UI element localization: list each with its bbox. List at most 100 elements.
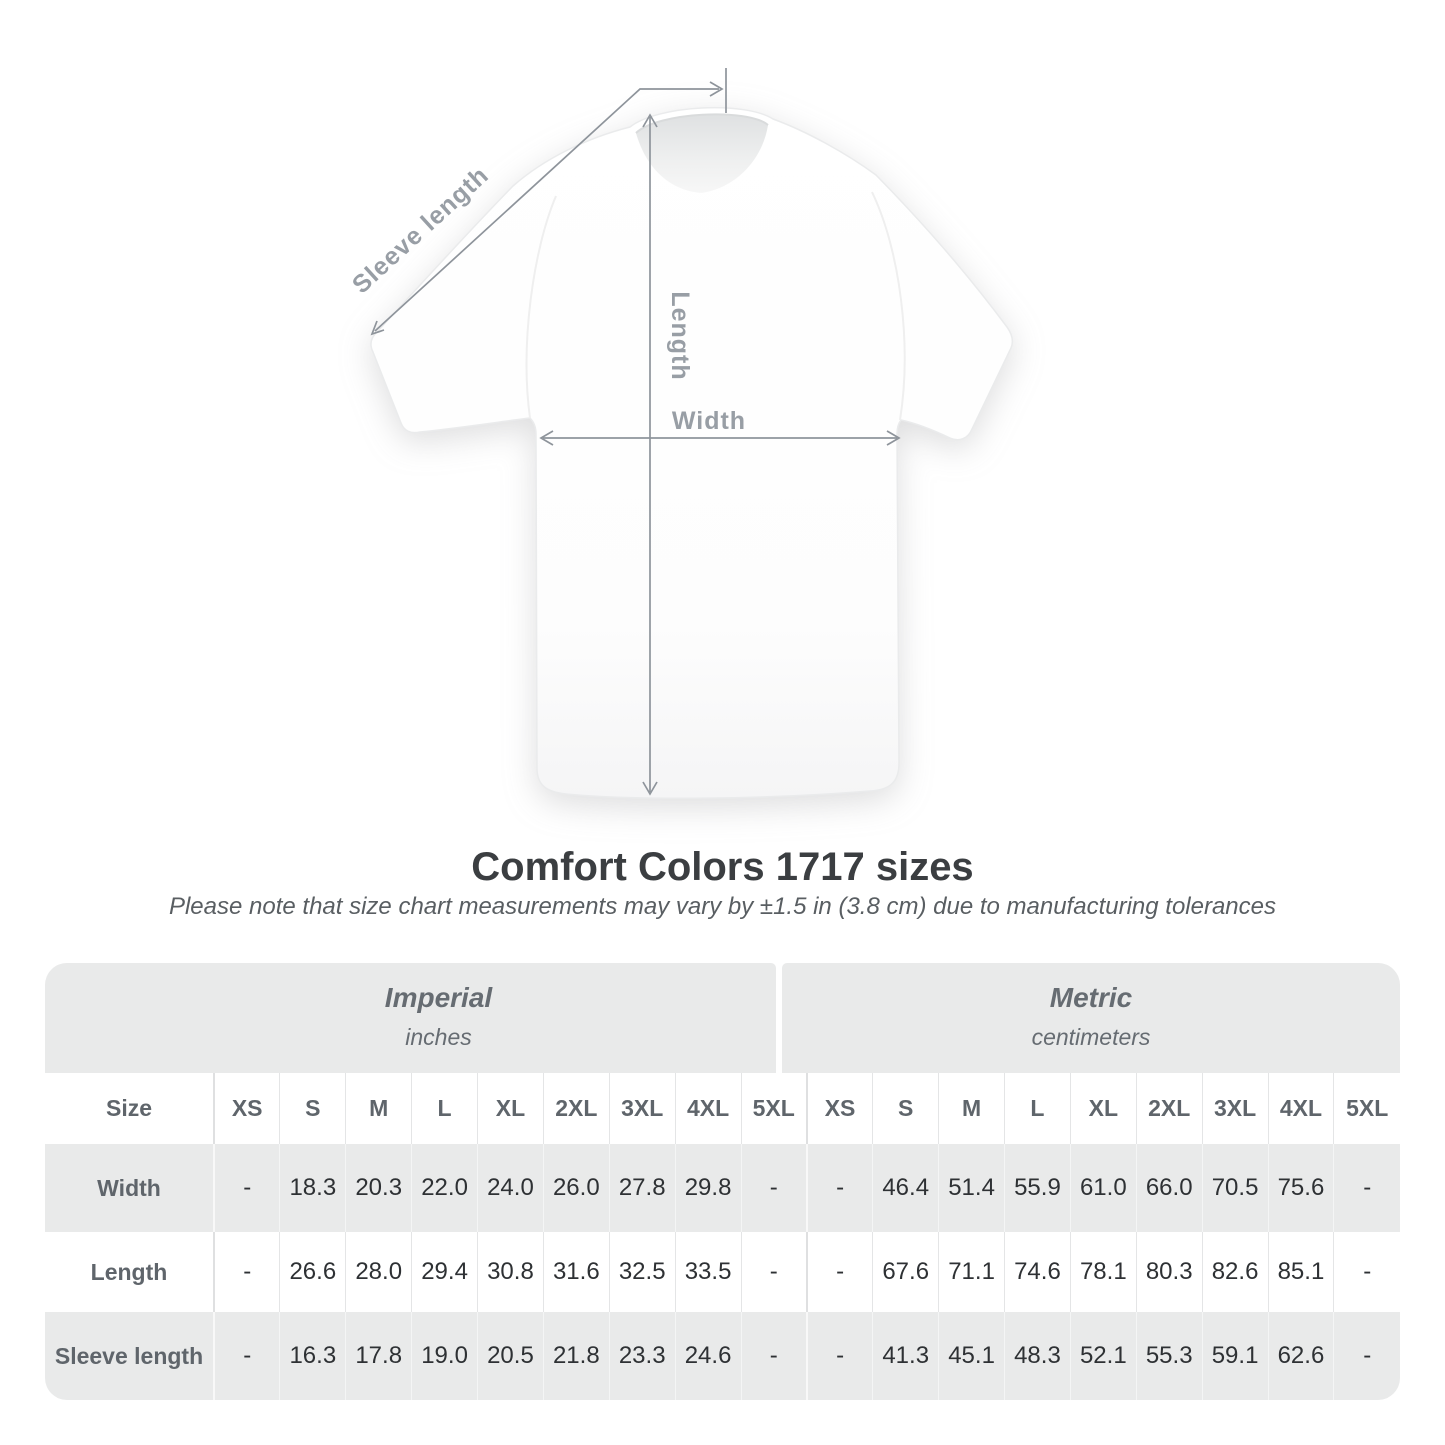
tshirt-collar-seam [635, 113, 769, 134]
row-label: Width [97, 1174, 161, 1201]
value-cell: - [740, 1144, 807, 1232]
size-col-header: XS [805, 1073, 873, 1144]
value-cell: 66.0 [1135, 1144, 1203, 1232]
value-cell: 78.1 [1069, 1232, 1137, 1312]
value-cell: 26.0 [542, 1144, 610, 1232]
value-cell: 80.3 [1135, 1232, 1203, 1312]
size-col-header: S [872, 1073, 939, 1144]
value-cell: 74.6 [1004, 1232, 1071, 1312]
size-chart-panel: Imperial inches Metric centimeters Size … [45, 963, 1400, 1400]
tolerance-note: Please note that size chart measurements… [168, 893, 1277, 920]
value-cell: 19.0 [411, 1312, 478, 1400]
value-cell: 20.5 [477, 1312, 544, 1400]
value-cell: 28.0 [345, 1232, 412, 1312]
value-cell: 48.3 [1004, 1312, 1071, 1400]
sleeve-length-arrowhead-right [709, 81, 724, 97]
size-table-wrap: Size XS S M L XL 2XL 3XL 4XL 5XL XS S M … [45, 1073, 1400, 1400]
row-label: Sleeve length [54, 1342, 204, 1369]
value-cell: - [740, 1312, 807, 1400]
value-cell: 23.3 [608, 1312, 676, 1400]
length-label: Length [666, 291, 694, 380]
width-label: Width [672, 407, 746, 435]
size-col-header: M [345, 1073, 412, 1144]
metric-header: Metric centimeters [782, 963, 1400, 1073]
sleeve-length-arrowhead-left [370, 320, 385, 336]
size-col-header: S [279, 1073, 346, 1144]
size-col-header: L [411, 1073, 478, 1144]
tshirt-right-armhole-seam [871, 191, 906, 421]
value-cell: 32.5 [608, 1232, 676, 1312]
value-cell: 27.8 [608, 1144, 676, 1232]
value-cell: 29.4 [411, 1232, 478, 1312]
value-cell: 29.8 [674, 1144, 741, 1232]
value-cell: - [805, 1312, 873, 1400]
size-col-header: XS [213, 1073, 280, 1144]
tshirt-neck-opening [636, 114, 768, 193]
size-col-header: 3XL [1201, 1073, 1268, 1144]
tshirt-silhouette [370, 106, 1014, 800]
value-cell: 20.3 [345, 1144, 412, 1232]
length-arrowhead-top [642, 113, 658, 128]
value-cell: 17.8 [345, 1312, 412, 1400]
value-cell: 31.6 [542, 1232, 610, 1312]
value-cell: 45.1 [938, 1312, 1005, 1400]
metric-label: Metric [1049, 982, 1133, 1013]
sleeve-length-row: Sleeve length - 16.3 17.8 19.0 20.5 21.8… [45, 1312, 1400, 1400]
value-cell: 24.0 [477, 1144, 544, 1232]
sleeve-length-line [374, 88, 719, 332]
value-cell: 21.8 [542, 1312, 610, 1400]
value-cell: - [1333, 1232, 1400, 1312]
size-header-row: Size XS S M L XL 2XL 3XL 4XL 5XL XS S M … [45, 1073, 1400, 1144]
value-cell: 67.6 [872, 1232, 939, 1312]
size-col-header: 4XL [1267, 1073, 1334, 1144]
tshirt-illustration [370, 106, 1014, 800]
row-label: Length [90, 1258, 168, 1285]
value-cell: 71.1 [938, 1232, 1005, 1312]
value-cell: - [1333, 1144, 1400, 1232]
size-col-header: 3XL [608, 1073, 676, 1144]
value-cell: 26.6 [279, 1232, 346, 1312]
size-col-header: 2XL [1135, 1073, 1203, 1144]
value-cell: 16.3 [279, 1312, 346, 1400]
unit-system-header: Imperial inches Metric centimeters [45, 963, 1400, 1073]
value-cell: - [213, 1232, 280, 1312]
width-arrowhead-right [886, 430, 901, 446]
value-cell: 55.3 [1135, 1312, 1203, 1400]
value-cell: 46.4 [872, 1144, 939, 1232]
imperial-unit: inches [405, 1024, 472, 1050]
page-title: Comfort Colors 1717 sizes [471, 845, 974, 889]
length-arrowhead-bottom [642, 781, 658, 796]
size-col-header: 4XL [674, 1073, 741, 1144]
value-cell: 85.1 [1267, 1232, 1334, 1312]
value-cell: - [1333, 1312, 1400, 1400]
value-cell: - [740, 1232, 807, 1312]
value-cell: - [805, 1144, 873, 1232]
size-col-header: L [1004, 1073, 1071, 1144]
value-cell: 22.0 [411, 1144, 478, 1232]
value-cell: 55.9 [1004, 1144, 1071, 1232]
size-col-header: M [938, 1073, 1005, 1144]
size-table: Size XS S M L XL 2XL 3XL 4XL 5XL XS S M … [45, 1073, 1400, 1400]
value-cell: 70.5 [1201, 1144, 1268, 1232]
value-cell: 41.3 [872, 1312, 939, 1400]
value-cell: 75.6 [1267, 1144, 1334, 1232]
imperial-header: Imperial inches [45, 963, 776, 1073]
metric-unit: centimeters [1031, 1024, 1151, 1050]
value-cell: 18.3 [279, 1144, 346, 1232]
width-arrowhead-left [539, 430, 554, 446]
value-cell: 62.6 [1267, 1312, 1334, 1400]
value-cell: 33.5 [674, 1232, 741, 1312]
tshirt-diagram-svg: Sleeve length Length Width [347, 68, 1014, 800]
value-cell: 52.1 [1069, 1312, 1137, 1400]
size-col-header: 5XL [740, 1073, 807, 1144]
value-cell: - [213, 1144, 280, 1232]
tshirt-left-armhole-seam [525, 195, 557, 419]
value-cell: 30.8 [477, 1232, 544, 1312]
imperial-label: Imperial [384, 982, 493, 1013]
size-col-header: XL [1069, 1073, 1137, 1144]
value-cell: 24.6 [674, 1312, 741, 1400]
tshirt-measurement-diagram: Sleeve length Length Width [347, 68, 1014, 800]
size-col-header: XL [477, 1073, 544, 1144]
size-col-header: 2XL [542, 1073, 610, 1144]
value-cell: - [805, 1232, 873, 1312]
